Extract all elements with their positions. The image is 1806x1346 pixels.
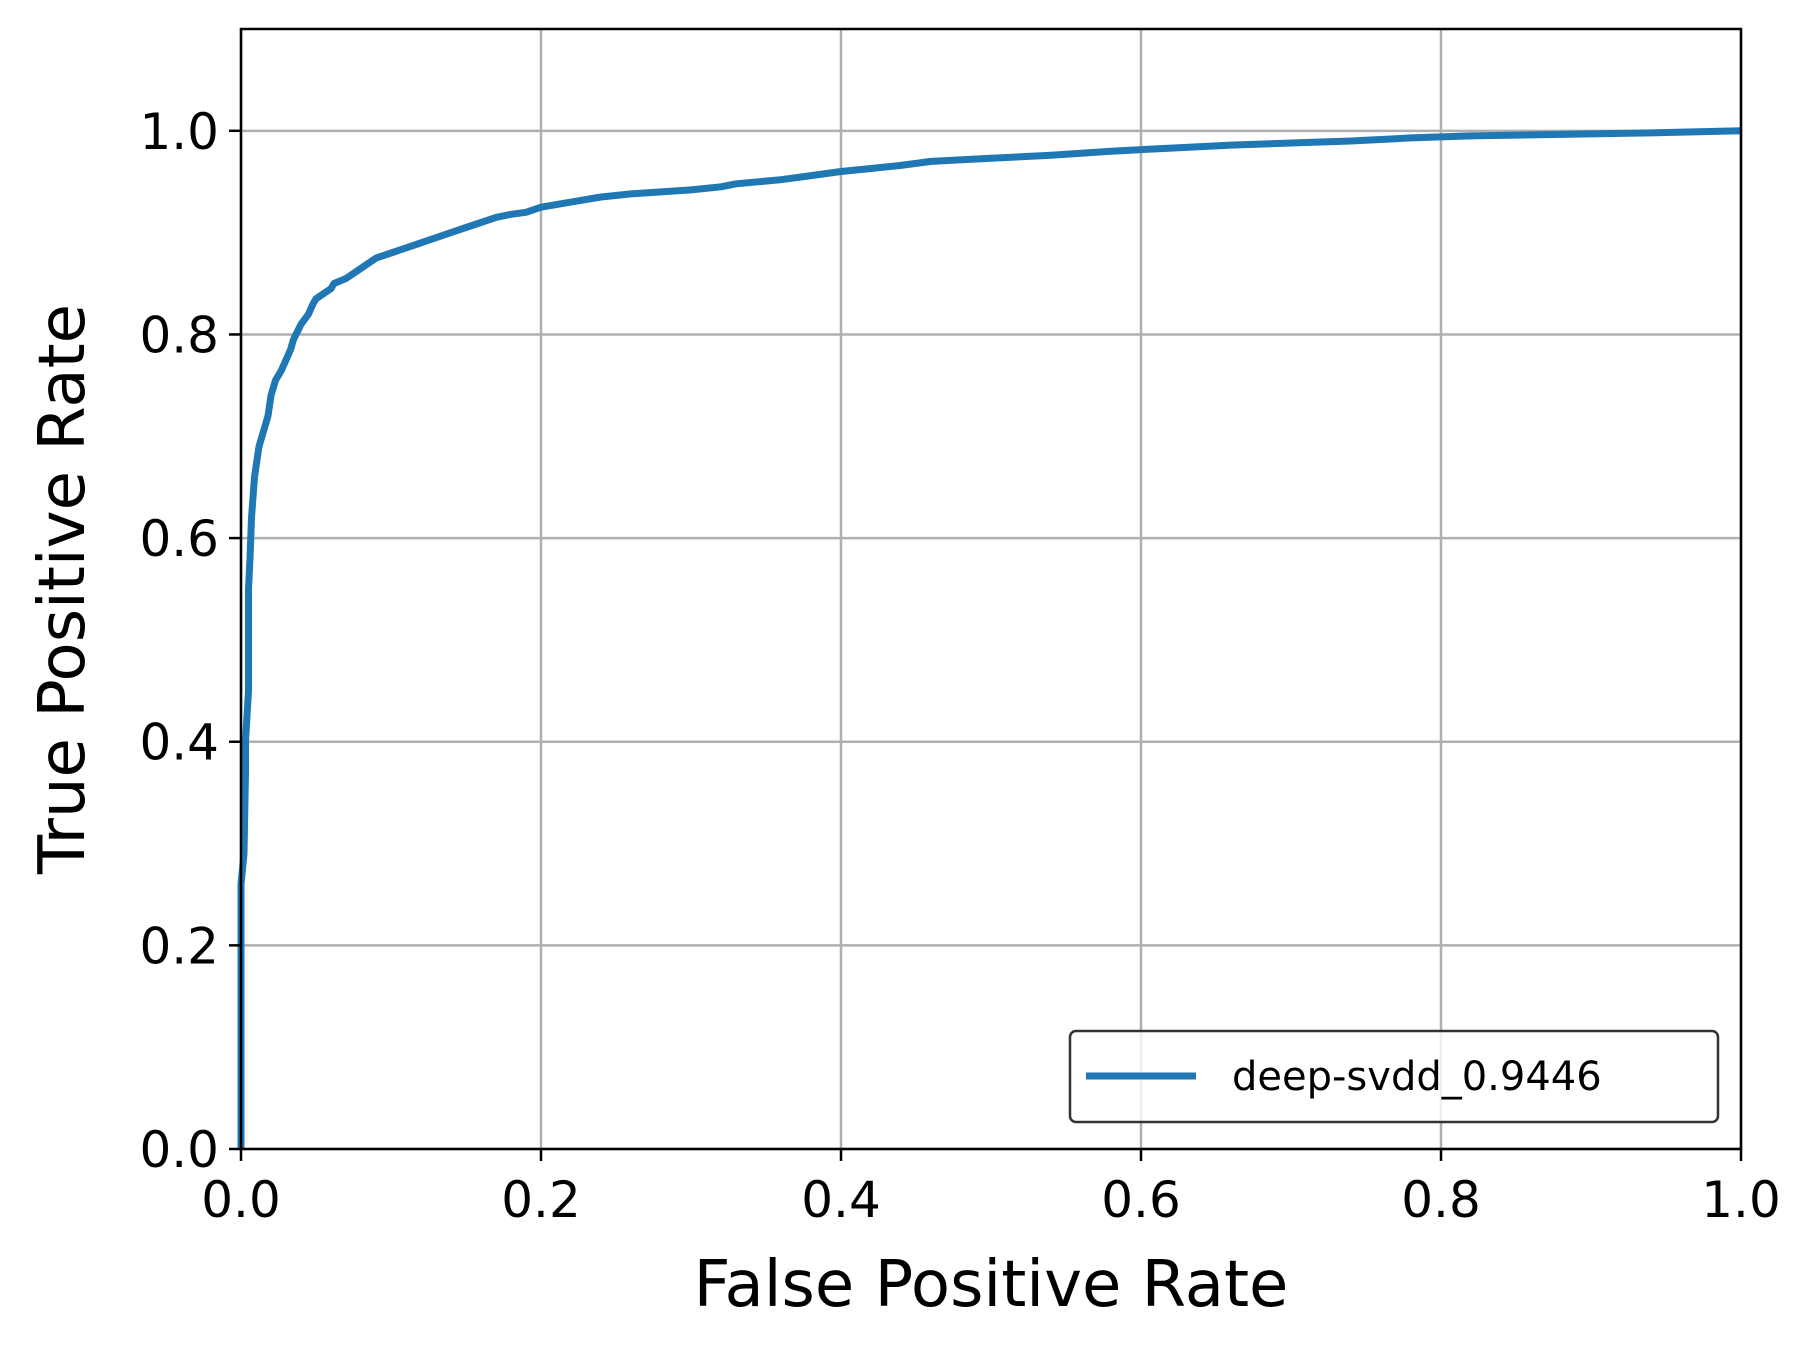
series-line-1: [237, 127, 1742, 1149]
y-tick-label: 0.2: [139, 917, 219, 975]
legend-label-series-1: deep-svdd_0.9446: [1232, 1054, 1602, 1100]
y-axis-label: True Positive Rate: [26, 304, 100, 875]
x-tick-label: 0.4: [801, 1171, 881, 1229]
axis-ticks: 0.0 0.2 0.4 0.6 0.8 1.0 0.0 0.2 0.4 0.6 0.8 1.0: [139, 103, 1780, 1229]
x-tick-label: 0.6: [1101, 1171, 1181, 1229]
y-tick-label: 0.8: [139, 306, 219, 364]
legend: deep-svdd_0.9446: [1068, 1029, 1720, 1124]
axes-frame: [239, 27, 1743, 1151]
y-tick-label: 0.4: [139, 714, 219, 772]
y-tick-label: 0.0: [139, 1121, 219, 1179]
x-axis-label: False Positive Rate: [694, 1248, 1289, 1322]
plot-area: [237, 127, 1742, 1149]
x-tick-label: 0.0: [201, 1171, 281, 1229]
x-tick-label: 0.8: [1401, 1171, 1481, 1229]
x-tick-label: 1.0: [1701, 1171, 1781, 1229]
y-tick-label: 1.0: [139, 103, 219, 161]
legend-box: [1068, 1029, 1720, 1124]
y-tick-label: 0.6: [139, 510, 219, 568]
x-tick-label: 0.2: [501, 1171, 581, 1229]
